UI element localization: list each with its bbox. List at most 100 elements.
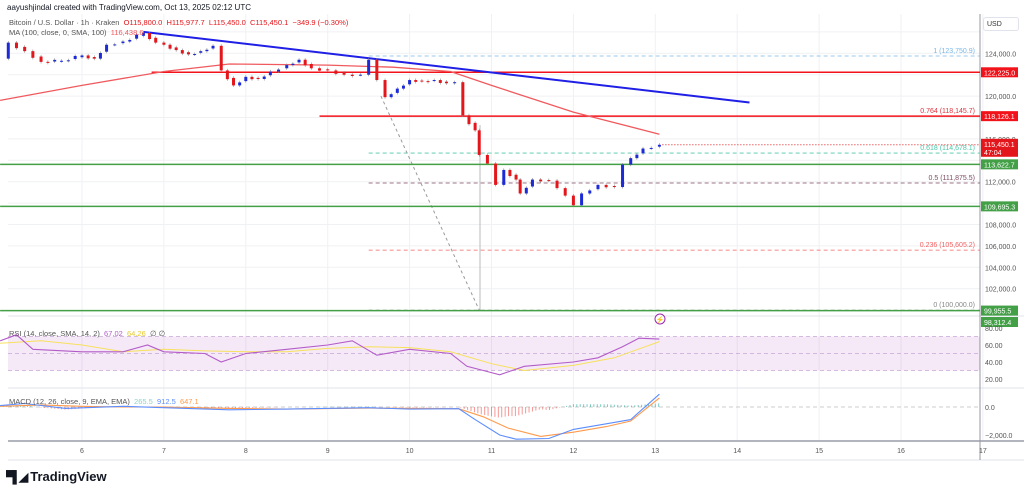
candle xyxy=(105,44,109,52)
candle xyxy=(530,179,534,187)
candle xyxy=(358,74,362,76)
candle xyxy=(232,77,236,86)
candle xyxy=(461,82,465,116)
fib-level-label: 0.764 (118,145.7) xyxy=(920,108,975,115)
candle xyxy=(23,46,27,52)
price-badge xyxy=(981,317,1018,327)
candle xyxy=(303,59,307,66)
time-tick-label: 15 xyxy=(815,448,823,455)
candle xyxy=(375,59,379,81)
candle xyxy=(657,144,661,147)
macd-legend[interactable]: MACD (12, 26, close, 9, EMA, EMA) 265.5 … xyxy=(9,397,199,406)
fib-level-label: 0.236 (105,605.2) xyxy=(920,242,975,249)
candle xyxy=(162,42,166,45)
candle xyxy=(277,69,281,72)
candle xyxy=(588,190,592,194)
candle xyxy=(6,42,10,59)
lightning-icon xyxy=(654,313,666,325)
candle xyxy=(39,56,43,62)
candle xyxy=(524,187,528,194)
candle xyxy=(432,80,436,82)
tradingview-logo[interactable]: ▀▌◢ TradingView xyxy=(6,469,107,484)
candle xyxy=(86,55,90,59)
candle xyxy=(244,76,248,82)
candle xyxy=(113,44,117,46)
candle xyxy=(635,154,639,159)
candle xyxy=(250,76,254,80)
rsi-ma-line xyxy=(0,340,660,372)
candle xyxy=(641,148,645,154)
candle xyxy=(342,72,346,75)
macd-tick-label: 0.0 xyxy=(985,405,995,412)
candle xyxy=(401,85,405,89)
candle xyxy=(14,42,18,49)
candle xyxy=(318,68,322,71)
resistance-price-badge-text: 118,126.1 xyxy=(984,114,1015,121)
candle xyxy=(426,81,430,83)
current-price-badge xyxy=(981,138,1018,157)
price-tick-label: 124,000.0 xyxy=(985,51,1016,58)
support-price-badge-text: 113,622.7 xyxy=(984,162,1015,169)
rsi-value: 67.02 xyxy=(104,329,123,338)
candle xyxy=(547,180,551,182)
resistance-price-badge xyxy=(981,67,1018,78)
macd-line xyxy=(0,393,660,440)
rsi-extra: ∅ ∅ xyxy=(149,329,166,338)
candle xyxy=(154,37,158,43)
fib-level-label: 0.618 (114,678.1) xyxy=(920,145,975,152)
time-tick-label: 7 xyxy=(162,448,166,455)
candle xyxy=(238,82,242,86)
macd-tick-label: −2,000.0 xyxy=(985,433,1013,440)
candle xyxy=(389,94,393,98)
macd-label: MACD (12, 26, close, 9, EMA, EMA) xyxy=(9,397,130,406)
rsi-legend[interactable]: RSI (14, close, SMA, 14, 2) 67.02 64.26 … xyxy=(9,329,165,338)
tradingview-logo-icon: ▀▌◢ xyxy=(6,469,28,484)
candle xyxy=(128,39,132,42)
rsi-line xyxy=(0,334,660,376)
candle xyxy=(326,69,330,71)
candle xyxy=(414,80,418,82)
symbol-name[interactable]: Bitcoin / U.S. Dollar · 1h · Kraken xyxy=(9,18,120,27)
candle xyxy=(53,59,57,62)
fib-level-label: 0 (100,000.0) xyxy=(933,302,975,309)
candle xyxy=(467,115,471,125)
macd-value: 912.5 xyxy=(157,397,176,406)
price-tick-label: 108,000.0 xyxy=(985,223,1016,230)
rsi-tick-label: 60.00 xyxy=(985,343,1003,350)
candle xyxy=(199,51,203,53)
currency-button[interactable]: USD xyxy=(983,17,1019,31)
signal-value: 647.1 xyxy=(179,397,199,406)
lightning-icon-glyph: ⚡ xyxy=(656,315,665,324)
candle xyxy=(408,80,412,85)
current-price-badge-text: 115,450.1 xyxy=(984,142,1015,149)
macd-hist-value: 265.5 xyxy=(134,397,153,406)
current-price-badge-countdown: 47:04 xyxy=(984,150,1002,157)
ma-label: MA (100, close, 0, SMA, 100) xyxy=(9,28,107,37)
time-tick-label: 13 xyxy=(651,448,659,455)
logo-text: TradingView xyxy=(30,469,107,484)
candle xyxy=(60,60,64,62)
time-tick-label: 9 xyxy=(326,448,330,455)
candle xyxy=(225,70,229,80)
fib-level-label: 1 (123,750.9) xyxy=(933,48,975,55)
candle xyxy=(612,185,616,188)
candle xyxy=(180,50,184,54)
price-tick-label: 112,000.0 xyxy=(985,180,1016,187)
candle xyxy=(555,180,559,189)
candle xyxy=(621,164,625,188)
candle xyxy=(193,54,197,56)
candle xyxy=(508,169,512,177)
symbol-legend: Bitcoin / U.S. Dollar · 1h · Kraken O115… xyxy=(9,18,348,27)
rsi-ma-value: 64.26 xyxy=(127,329,146,338)
candle xyxy=(135,34,139,39)
candle xyxy=(438,80,442,83)
candle xyxy=(580,193,584,206)
fib-level-label: 0.5 (111,875.5) xyxy=(929,175,975,182)
candle xyxy=(174,47,178,51)
candle xyxy=(485,154,489,164)
candle xyxy=(309,64,313,69)
resistance-price-badge-text: 122,225.0 xyxy=(984,70,1015,77)
ma-legend[interactable]: MA (100, close, 0, SMA, 100) 116,438.6 xyxy=(9,28,144,37)
support-price-badge xyxy=(981,201,1018,212)
